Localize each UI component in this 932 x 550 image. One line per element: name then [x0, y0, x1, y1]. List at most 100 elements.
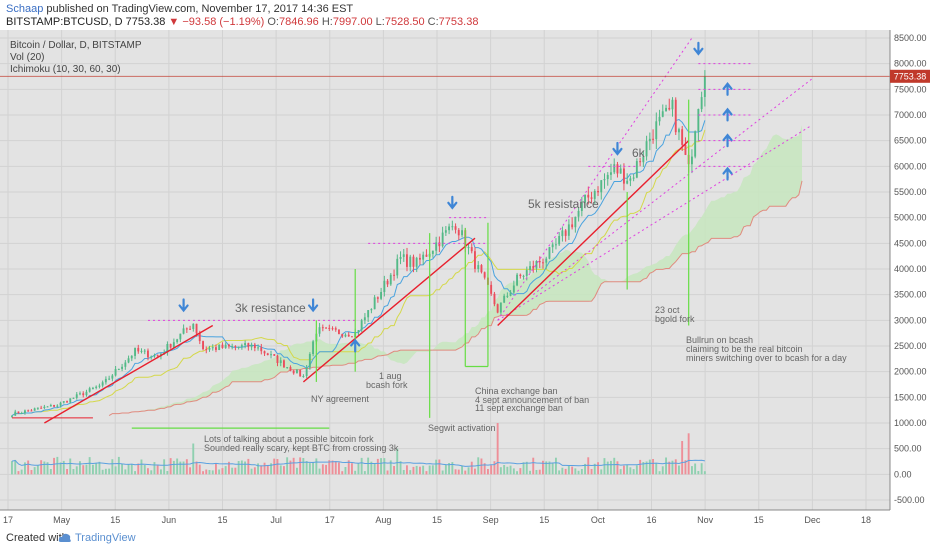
volume-bar	[545, 461, 548, 475]
y-tick-label: 3000.00	[894, 315, 927, 325]
volume-bar	[613, 457, 616, 475]
volume-bar	[532, 457, 535, 475]
y-tick-label: 4000.00	[894, 264, 927, 274]
candle-body	[69, 398, 72, 403]
volume-bar	[512, 468, 515, 475]
candle-body	[571, 224, 574, 228]
volume-bar	[66, 469, 68, 475]
symbol-label: BITSTAMP:BTCUSD, D	[6, 16, 123, 28]
arrow-down-3k-2	[308, 298, 319, 313]
volume-bar	[283, 466, 285, 475]
volume-bar	[315, 458, 318, 475]
candle-body	[448, 226, 450, 231]
volume-bar	[17, 471, 20, 475]
candle-body	[415, 257, 418, 267]
candle-body	[211, 347, 214, 349]
volume-bar	[509, 465, 512, 475]
open-value: 7846.96	[279, 16, 319, 28]
y-tick-label: 5000.00	[894, 213, 927, 223]
volume-bar	[263, 462, 266, 475]
volume-bar	[104, 468, 107, 475]
volume-bar	[619, 469, 622, 475]
y-tick-label: 7500.00	[894, 84, 927, 94]
author-link[interactable]: Schaap	[6, 3, 44, 15]
volume-bar	[69, 458, 72, 475]
arrow-up-5900	[722, 166, 733, 181]
volume-bar	[584, 463, 586, 475]
candle-body	[522, 275, 525, 277]
volume-bar	[172, 460, 175, 475]
volume-bar	[703, 471, 706, 475]
candle-body	[376, 297, 379, 299]
y-tick-label: 0.00	[894, 469, 912, 479]
x-tick-label: 18	[861, 515, 871, 525]
annotation-talk-line1: Lots of talking about a possible bitcoin…	[204, 434, 374, 444]
candle-body	[652, 138, 654, 140]
annotation-aug1-date: 1 aug	[379, 371, 402, 381]
arrow-up-aug1	[350, 338, 361, 353]
candle-body	[299, 369, 302, 377]
volume-bar	[273, 458, 276, 475]
candle-body	[529, 266, 531, 271]
candle-body	[645, 141, 648, 157]
candle-body	[283, 360, 285, 368]
candle-body	[20, 413, 23, 414]
tradingview-brand[interactable]: TradingView	[75, 532, 136, 544]
candle-body	[140, 350, 143, 352]
trendline-may-jun	[44, 324, 214, 424]
candle-body	[454, 226, 457, 230]
volume-bar	[490, 465, 493, 475]
low-value: 7528.50	[384, 16, 425, 28]
candle-body	[639, 161, 642, 163]
candle-body	[66, 401, 68, 403]
volume-bar	[373, 463, 376, 475]
candle-body	[276, 355, 279, 363]
volume-bar	[525, 461, 528, 475]
volume-bar	[305, 461, 308, 475]
price-axis-bg	[890, 30, 932, 528]
volume-bar	[687, 433, 690, 475]
candle-body	[331, 328, 334, 330]
candle-body	[182, 328, 185, 334]
price-chart[interactable]: Bitcoin / Dollar, D, BITSTAMP Vol (20) I…	[0, 30, 932, 528]
volume-bar	[461, 465, 463, 475]
candle-body	[114, 369, 117, 376]
candle-body	[506, 295, 509, 297]
volume-bar	[438, 459, 441, 475]
channel-upper-line	[497, 37, 693, 321]
volume-bar	[623, 465, 625, 475]
candle-body	[451, 226, 454, 228]
volume-ma-line	[11, 459, 705, 467]
y-tick-label: 8000.00	[894, 59, 927, 69]
candle-body	[467, 247, 470, 249]
arrow-up-6550	[722, 133, 733, 148]
volume-bar	[49, 469, 52, 475]
candle-body	[124, 362, 127, 367]
volume-bar	[635, 465, 638, 475]
x-tick-label: 15	[539, 515, 549, 525]
candle-body	[678, 129, 680, 133]
candle-body	[53, 405, 55, 407]
volume-bar	[153, 462, 156, 475]
candle-body	[681, 129, 684, 145]
candle-body	[92, 387, 94, 389]
volume-bar	[451, 462, 454, 475]
candle-body	[574, 216, 577, 228]
candle-body	[253, 344, 256, 348]
candle-body	[542, 262, 544, 264]
volume-bar	[101, 469, 104, 475]
volume-bar	[257, 463, 259, 475]
volume-bar	[318, 468, 321, 475]
volume-bar	[629, 467, 632, 475]
time-axis-bg	[0, 510, 890, 528]
candle-body	[444, 230, 447, 233]
candle-body	[318, 327, 321, 334]
annotation-bull-line2: claiming to be the real bitcoin	[686, 344, 803, 354]
candle-body	[56, 405, 59, 407]
candle-body	[626, 180, 629, 184]
volume-bar	[111, 459, 114, 475]
volume-bar	[574, 468, 577, 475]
candle-body	[360, 320, 363, 331]
volume-bar	[166, 471, 169, 475]
candle-body	[555, 244, 557, 246]
